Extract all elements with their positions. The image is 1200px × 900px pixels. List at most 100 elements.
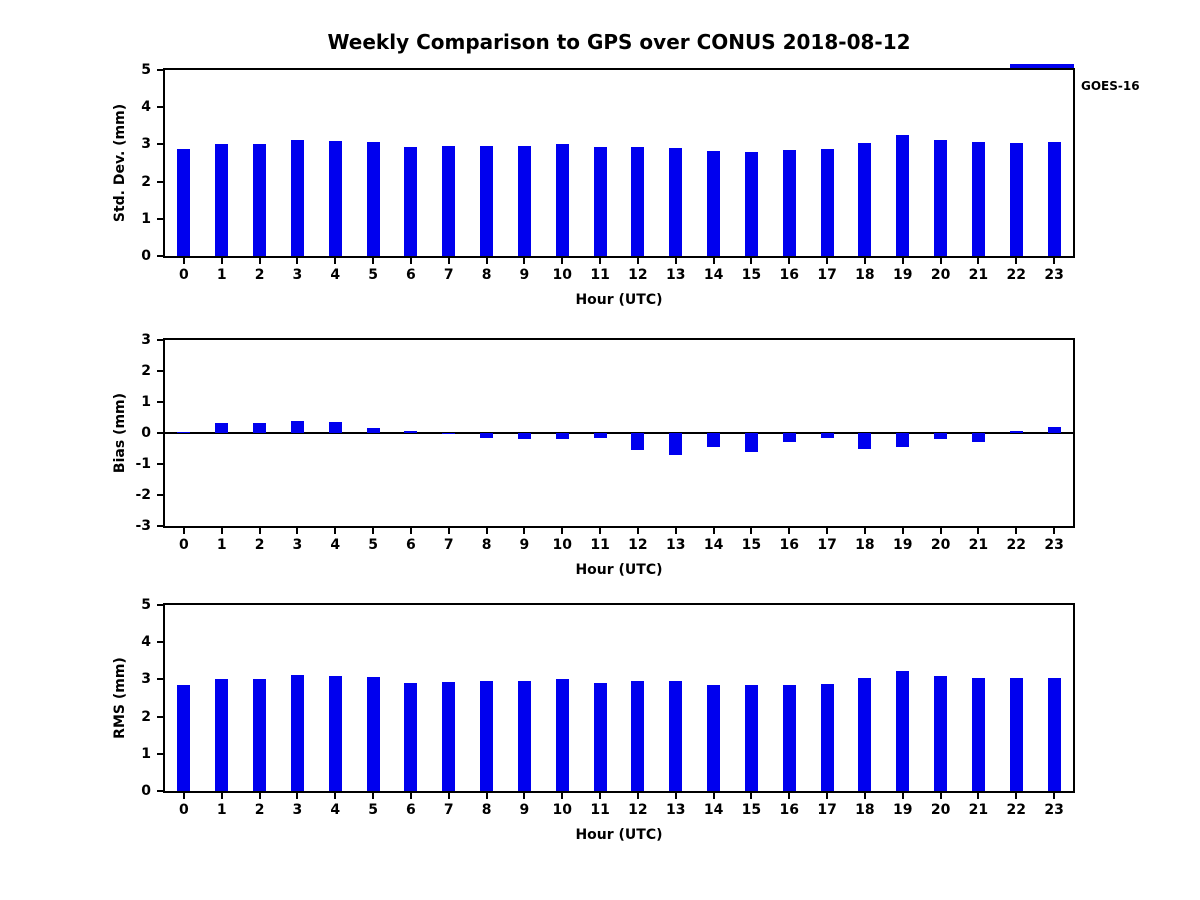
x-tick-label: 12 <box>628 537 648 553</box>
x-tick-mark <box>220 528 223 534</box>
bar <box>290 139 304 256</box>
bar <box>1009 678 1023 791</box>
x-tick-label: 2 <box>254 537 265 553</box>
x-tick-mark <box>826 258 829 264</box>
bar <box>177 149 191 256</box>
y-tick-label: 4 <box>141 99 151 116</box>
x-tick-label: 22 <box>1006 802 1026 818</box>
bar <box>934 140 948 256</box>
bar <box>820 683 834 791</box>
y-tick-mark <box>157 525 163 527</box>
x-tick-mark <box>636 258 639 264</box>
x-tick-mark <box>258 258 261 264</box>
y-tick-label: 2 <box>141 173 151 190</box>
y-tick-mark <box>157 790 163 792</box>
x-tick-mark <box>220 793 223 799</box>
y-tick-mark <box>157 339 163 341</box>
x-tick-mark <box>636 793 639 799</box>
bar <box>820 433 834 438</box>
x-tick-label: 15 <box>741 537 762 553</box>
bar <box>555 144 569 256</box>
x-axis-label: Hour (UTC) <box>575 292 663 308</box>
y-axis-label: RMS (mm) <box>112 657 128 739</box>
x-tick-mark <box>1053 793 1056 799</box>
x-tick-mark <box>674 258 677 264</box>
x-tick-label: 8 <box>481 537 492 553</box>
y-tick-label: 1 <box>141 394 151 410</box>
y-tick-mark <box>157 217 163 220</box>
x-tick-label: 14 <box>703 267 724 283</box>
bar <box>707 150 721 256</box>
x-tick-label: 6 <box>406 802 416 818</box>
x-tick-label: 23 <box>1044 802 1064 818</box>
y-tick-mark <box>157 69 163 71</box>
x-tick-label: 16 <box>779 802 799 818</box>
x-tick-label: 11 <box>590 802 610 818</box>
x-tick-mark <box>863 793 866 799</box>
x-tick-label: 13 <box>666 267 686 283</box>
bar <box>896 135 910 256</box>
x-tick-label: 23 <box>1044 267 1064 283</box>
x-tick-label: 1 <box>216 267 227 283</box>
chart-title: Weekly Comparison to GPS over CONUS 2018… <box>327 30 911 54</box>
x-tick-label: 11 <box>590 537 610 553</box>
bar <box>328 676 342 791</box>
bar <box>669 433 683 455</box>
bar <box>971 677 985 791</box>
x-tick-label: 4 <box>330 802 341 818</box>
x-tick-label: 9 <box>519 267 530 283</box>
bar <box>517 433 531 440</box>
bar <box>820 149 834 256</box>
x-tick-mark <box>750 528 753 534</box>
y-tick-label: 2 <box>141 363 151 379</box>
x-tick-label: 4 <box>330 537 341 553</box>
x-tick-mark <box>901 528 904 534</box>
x-tick-label: 6 <box>406 537 416 553</box>
bar <box>1047 677 1061 791</box>
x-tick-mark <box>523 793 526 799</box>
bar <box>404 683 418 791</box>
x-tick-mark <box>409 793 412 799</box>
x-tick-label: 17 <box>817 537 837 553</box>
bar <box>858 677 872 791</box>
bar <box>744 685 758 791</box>
y-tick-mark <box>157 401 163 403</box>
x-tick-label: 2 <box>254 267 265 283</box>
y-axis-label: Bias (mm) <box>112 392 128 474</box>
x-tick-label: 21 <box>968 267 989 283</box>
x-tick-label: 9 <box>519 802 530 818</box>
y-tick-label: -2 <box>135 487 151 503</box>
x-tick-label: 2 <box>254 802 265 818</box>
y-tick-mark <box>157 106 163 109</box>
bar <box>1009 431 1023 433</box>
bar <box>328 141 342 256</box>
x-tick-mark <box>599 258 602 264</box>
y-tick-label: 0 <box>141 783 151 799</box>
x-tick-label: 12 <box>628 267 648 283</box>
bar <box>253 144 267 256</box>
bar <box>631 147 645 256</box>
bar <box>593 683 607 791</box>
x-tick-label: 19 <box>893 267 913 283</box>
bar <box>253 679 267 791</box>
x-tick-label: 18 <box>855 802 875 818</box>
bar <box>253 423 267 433</box>
bar <box>366 677 380 791</box>
x-tick-label: 20 <box>930 802 951 818</box>
x-tick-mark <box>863 528 866 534</box>
bar <box>555 433 569 439</box>
x-tick-mark <box>674 528 677 534</box>
y-tick-label: 0 <box>141 425 151 441</box>
x-tick-mark <box>750 258 753 264</box>
x-tick-label: 22 <box>1006 537 1026 553</box>
bar <box>631 680 645 791</box>
x-tick-label: 22 <box>1006 267 1026 283</box>
y-tick-label: -3 <box>135 518 151 534</box>
bar <box>177 684 191 791</box>
x-tick-label: 19 <box>893 802 913 818</box>
x-tick-label: 17 <box>817 802 837 818</box>
subplot-rms: 0 1 2 3 4 5 0 1 2 3 4 5 6 7 8 9 10 11 12 13 14 15 16 17 18 19 20 21… <box>112 597 1075 843</box>
bar <box>744 433 758 452</box>
x-tick-mark <box>523 528 526 534</box>
